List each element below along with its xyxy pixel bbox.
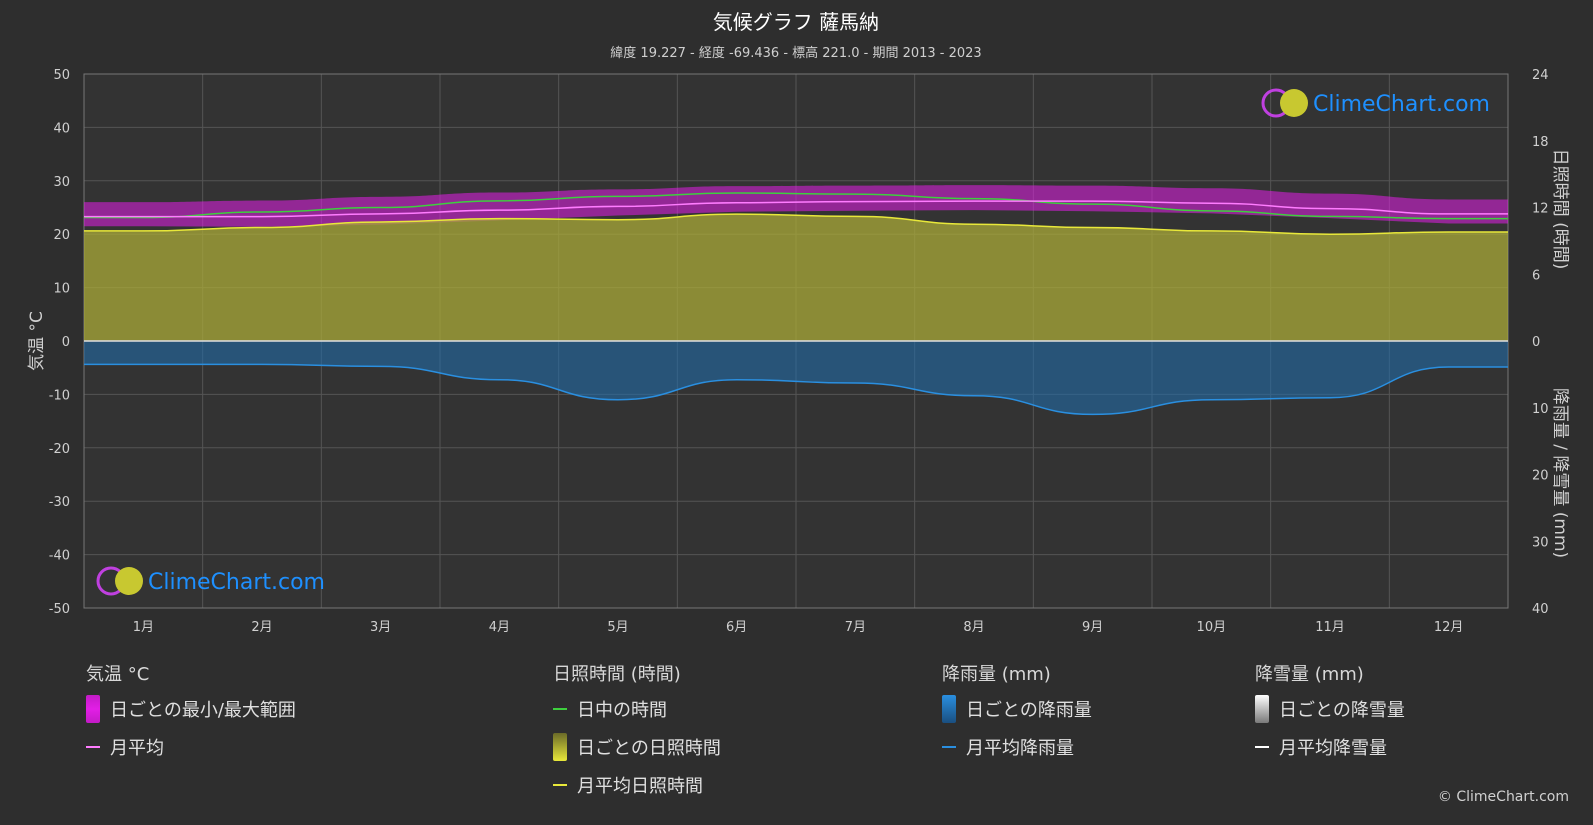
legend-sunshine-header: 日照時間 (時間) xyxy=(553,664,681,685)
legend-sunshine-avg-label: 月平均日照時間 xyxy=(577,776,703,797)
legend-daily-snow-label: 日ごとの降雪量 xyxy=(1279,700,1405,721)
right-sunshine-tick-label: 0 xyxy=(1532,335,1540,350)
left-tick-label: -50 xyxy=(49,602,70,617)
month-tick-label: 2月 xyxy=(251,620,272,635)
legend-sunshine-avg: 月平均日照時間 xyxy=(553,766,721,804)
daylight-line xyxy=(84,192,1508,220)
left-tick-label: 30 xyxy=(53,175,70,190)
rain-fill xyxy=(84,341,1508,415)
logo-sun-icon xyxy=(1280,89,1308,117)
left-tick-label: -20 xyxy=(49,442,70,457)
sunshine-area xyxy=(84,214,1508,341)
right-sunshine-tick-label: 12 xyxy=(1532,202,1549,217)
legend-temp-range-label: 日ごとの最小/最大範囲 xyxy=(110,700,296,721)
watermark-text-top: ClimeChart.com xyxy=(1313,92,1490,117)
month-axis-ticks: 1月 2月 3月 4月 5月 6月 7月 8月 9月 10月 11月 12月 xyxy=(133,620,1464,635)
month-tick-label: 12月 xyxy=(1434,620,1464,635)
logo-sun-icon xyxy=(115,567,143,595)
legend-snow-avg: 月平均降雪量 xyxy=(1255,728,1405,766)
legend-rain: 降雨量 (mm) 日ごとの降雨量 月平均降雨量 xyxy=(942,660,1092,766)
legend-daily-rain: 日ごとの降雨量 xyxy=(942,690,1092,728)
legend: 気温 °C 日ごとの最小/最大範囲 月平均 日照時間 (時間) 日中の時間 日ご… xyxy=(0,660,1593,820)
rain-avg-line xyxy=(84,363,1508,416)
month-tick-label: 3月 xyxy=(370,620,391,635)
snow-avg-swatch xyxy=(1255,746,1269,748)
right-precip-tick-label: 40 xyxy=(1532,602,1549,617)
right-axis-precip-title: 降雨量 / 降雪量 (mm) xyxy=(1550,388,1570,558)
right-sunshine-tick-label: 24 xyxy=(1532,68,1549,83)
chart-title: 気候グラフ 薩馬納 xyxy=(713,10,879,34)
right-sunshine-tick-label: 6 xyxy=(1532,268,1540,283)
legend-rain-header: 降雨量 (mm) xyxy=(942,664,1051,685)
legend-rain-avg: 月平均降雨量 xyxy=(942,728,1092,766)
daily-snow-swatch xyxy=(1255,695,1269,723)
right-axis-sunshine-title: 日照時間 (時間) xyxy=(1550,149,1570,270)
right-precip-tick-label: 20 xyxy=(1532,469,1549,484)
right-axis-sunshine-ticks: 24 18 12 6 0 xyxy=(1532,68,1549,350)
temperature-avg-line xyxy=(84,200,1508,218)
rain-area xyxy=(84,341,1508,415)
right-precip-tick-label: 10 xyxy=(1532,402,1549,417)
temperature-range-fill xyxy=(84,185,1508,227)
left-tick-label: -10 xyxy=(49,388,70,403)
right-sunshine-tick-label: 18 xyxy=(1532,135,1549,150)
temperature-range-band xyxy=(84,185,1508,227)
rain-avg-swatch xyxy=(942,746,956,748)
legend-daily-snow: 日ごとの降雪量 xyxy=(1255,690,1405,728)
left-tick-label: 0 xyxy=(62,335,70,350)
legend-temp-avg: 月平均 xyxy=(86,728,296,766)
month-tick-label: 5月 xyxy=(607,620,628,635)
watermark-text-bottom: ClimeChart.com xyxy=(148,570,325,595)
legend-snow-avg-label: 月平均降雪量 xyxy=(1279,738,1387,759)
left-axis-ticks: 50 40 30 20 10 0 -10 -20 -30 -40 -50 xyxy=(49,68,70,617)
chart-subtitle: 緯度 19.227 - 経度 -69.436 - 標高 221.0 - 期間 2… xyxy=(610,45,981,61)
legend-rain-avg-label: 月平均降雨量 xyxy=(966,738,1074,759)
daily-rain-swatch xyxy=(942,695,956,723)
legend-daily-rain-label: 日ごとの降雨量 xyxy=(966,700,1092,721)
watermark-logo-top: ClimeChart.com xyxy=(1261,88,1490,118)
legend-temperature: 気温 °C 日ごとの最小/最大範囲 月平均 xyxy=(86,660,296,766)
legend-daily-sunshine-label: 日ごとの日照時間 xyxy=(577,738,721,759)
left-axis-title: 気温 °C xyxy=(27,311,47,371)
right-precip-tick-label: 30 xyxy=(1532,535,1549,550)
daily-sunshine-swatch xyxy=(553,733,567,761)
month-tick-label: 7月 xyxy=(845,620,866,635)
legend-daily-sunshine: 日ごとの日照時間 xyxy=(553,728,721,766)
temp-range-swatch xyxy=(86,695,100,723)
legend-snow: 降雪量 (mm) 日ごとの降雪量 月平均降雪量 xyxy=(1255,660,1405,766)
left-tick-label: -40 xyxy=(49,549,70,564)
month-tick-label: 8月 xyxy=(963,620,984,635)
month-tick-label: 4月 xyxy=(489,620,510,635)
right-axis-precip-ticks: 10 20 30 40 xyxy=(1532,402,1549,617)
month-tick-label: 11月 xyxy=(1315,620,1345,635)
left-tick-label: 50 xyxy=(53,68,70,83)
month-tick-label: 6月 xyxy=(726,620,747,635)
watermark-logo-bottom: ClimeChart.com xyxy=(96,566,325,596)
daylight-swatch xyxy=(553,708,567,710)
legend-sunshine: 日照時間 (時間) 日中の時間 日ごとの日照時間 月平均日照時間 xyxy=(553,660,721,804)
left-tick-label: 20 xyxy=(53,228,70,243)
sunshine-avg-swatch xyxy=(553,784,567,786)
legend-snow-header: 降雪量 (mm) xyxy=(1255,664,1364,685)
left-tick-label: 40 xyxy=(53,121,70,136)
sunshine-avg-line xyxy=(83,213,1508,235)
legend-daylight: 日中の時間 xyxy=(553,690,721,728)
sunshine-fill xyxy=(84,214,1508,341)
copyright: © ClimeChart.com xyxy=(1437,789,1569,805)
legend-temp-avg-label: 月平均 xyxy=(110,738,164,759)
left-tick-label: 10 xyxy=(53,282,70,297)
legend-temp-range: 日ごとの最小/最大範囲 xyxy=(86,690,296,728)
legend-daylight-label: 日中の時間 xyxy=(577,700,667,721)
month-tick-label: 9月 xyxy=(1082,620,1103,635)
month-tick-label: 10月 xyxy=(1197,620,1227,635)
temp-avg-swatch xyxy=(86,746,100,748)
legend-temperature-header: 気温 °C xyxy=(86,664,150,685)
month-tick-label: 1月 xyxy=(133,620,154,635)
left-tick-label: -30 xyxy=(49,495,70,510)
